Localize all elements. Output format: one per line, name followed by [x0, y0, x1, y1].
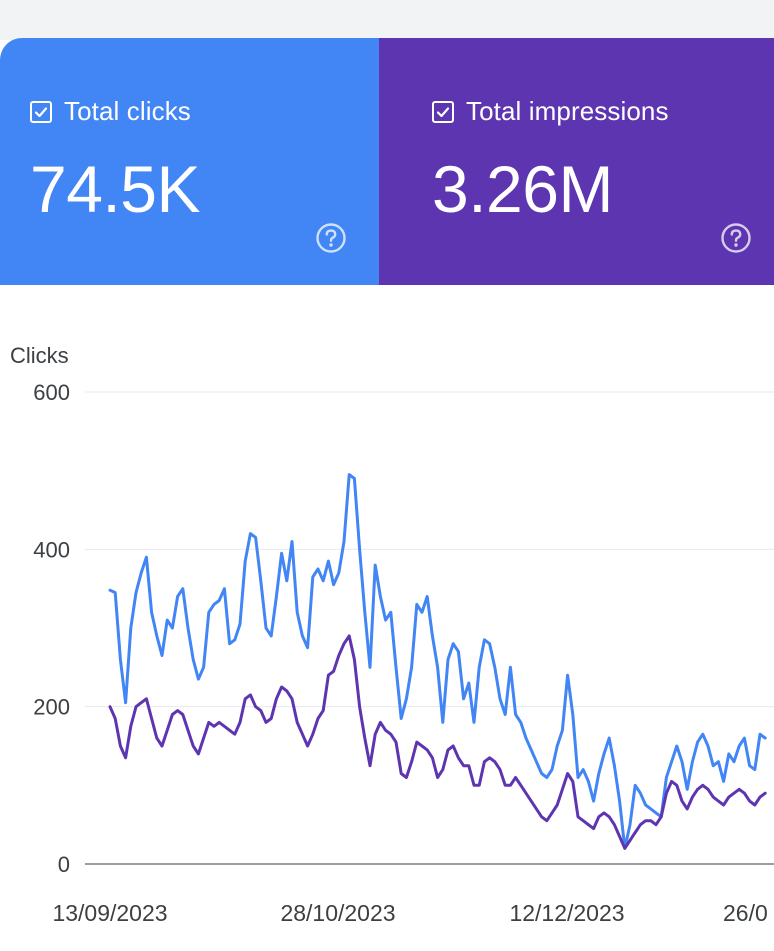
total-clicks-value: 74.5K — [30, 152, 200, 226]
total-clicks-card[interactable]: Total clicks 74.5K — [0, 38, 379, 285]
y-tick-label: 600 — [33, 380, 70, 405]
x-tick-label: 26/0 — [723, 900, 768, 926]
help-icon[interactable] — [719, 221, 753, 255]
x-tick-label: 12/12/2023 — [509, 900, 624, 926]
impressions-series-line — [108, 634, 767, 850]
total-impressions-label: Total impressions — [466, 96, 669, 126]
clicks-chart: Clicks 0 200 400 600 13/09/2023 28/10/2023 12/… — [0, 285, 774, 951]
x-tick-label: 13/09/2023 — [52, 900, 167, 926]
total-clicks-label: Total clicks — [64, 96, 191, 126]
x-tick-label: 28/10/2023 — [280, 900, 395, 926]
clicks-series-line — [108, 473, 767, 850]
y-axis-title: Clicks — [10, 343, 69, 368]
checked-checkbox-icon[interactable] — [432, 100, 454, 123]
y-tick-label: 400 — [33, 537, 70, 562]
total-impressions-card[interactable]: Total impressions 3.26M — [379, 38, 774, 285]
metric-cards: Total clicks 74.5K Total impressions 3.2… — [0, 38, 774, 285]
help-icon[interactable] — [314, 221, 348, 255]
y-tick-label: 0 — [58, 852, 70, 877]
top-background — [0, 0, 774, 40]
y-tick-label: 200 — [33, 695, 70, 720]
checked-checkbox-icon[interactable] — [30, 100, 52, 123]
total-impressions-value: 3.26M — [432, 152, 613, 226]
chart-canvas: 0 200 400 600 13/09/2023 28/10/2023 12/12/2023… — [33, 380, 774, 926]
total-impressions-header: Total impressions — [432, 96, 669, 127]
total-clicks-header: Total clicks — [30, 96, 191, 127]
